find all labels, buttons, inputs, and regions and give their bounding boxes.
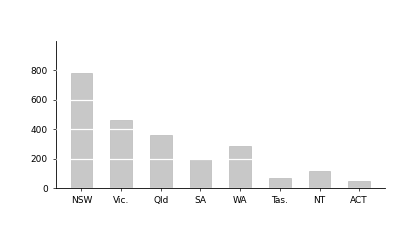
Bar xyxy=(308,171,330,188)
Bar xyxy=(150,135,172,188)
Bar xyxy=(110,120,132,188)
Bar xyxy=(269,178,291,188)
Bar xyxy=(229,146,251,188)
Bar xyxy=(190,159,212,188)
Bar xyxy=(71,73,93,188)
Bar xyxy=(348,181,370,188)
